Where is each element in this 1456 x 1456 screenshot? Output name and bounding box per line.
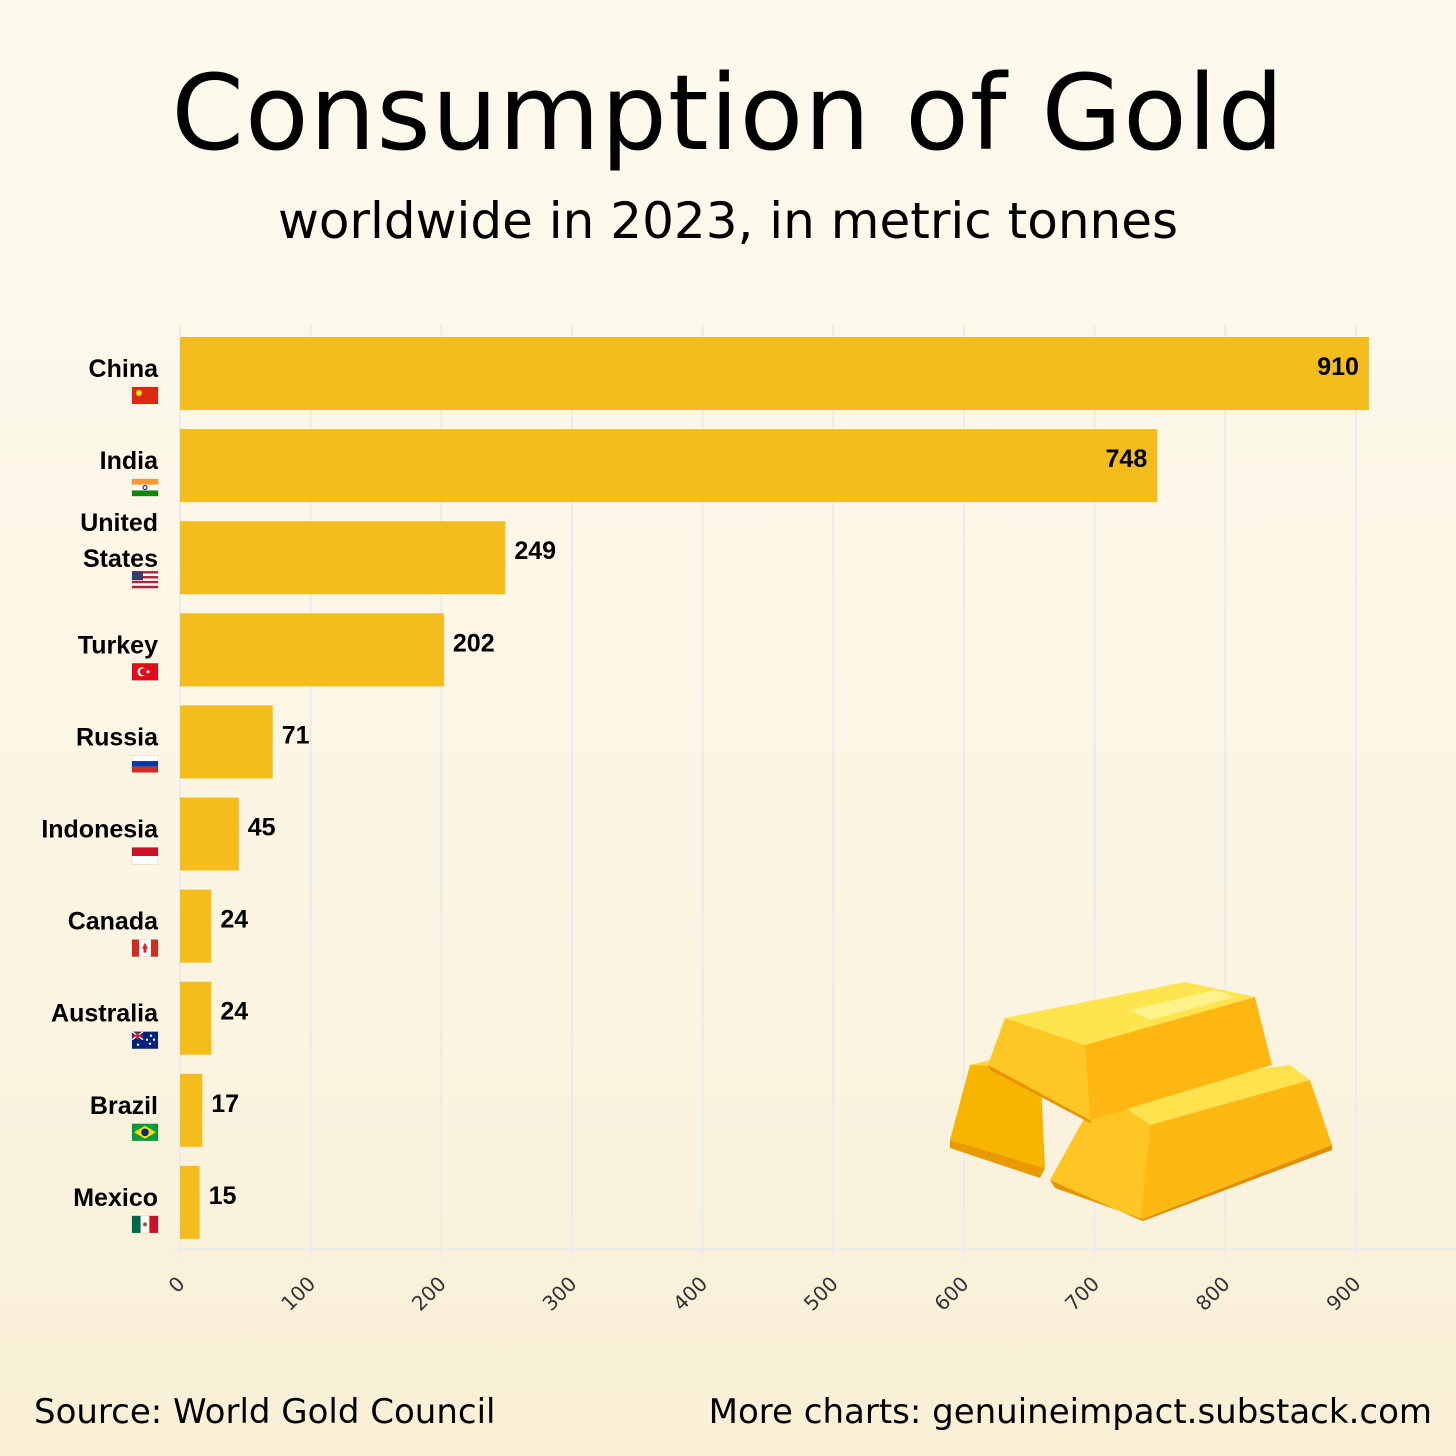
bar	[180, 429, 1158, 503]
x-tick-label: 100	[276, 1272, 320, 1316]
category-label: Turkey	[78, 631, 158, 659]
category-label: States	[83, 545, 158, 573]
bar	[180, 705, 273, 779]
bar	[180, 889, 212, 963]
bar	[180, 797, 239, 871]
flag-india-icon	[131, 478, 159, 497]
value-label: 249	[514, 537, 556, 565]
value-label: 910	[1317, 353, 1359, 381]
category-label: Brazil	[90, 1092, 158, 1120]
category-label: Mexico	[73, 1184, 158, 1212]
flag-canada-icon	[131, 939, 159, 957]
value-label: 71	[282, 721, 310, 749]
value-label: 17	[211, 1090, 239, 1118]
x-tick-label: 800	[1191, 1272, 1235, 1316]
category-label: India	[100, 447, 159, 475]
value-labels: 910 748 249 202 71 45 24 24 17 15	[209, 353, 1359, 1210]
x-tick-label: 200	[407, 1272, 451, 1316]
bar	[180, 521, 506, 595]
gold-bars-icon	[950, 982, 1332, 1221]
chart-subtitle: worldwide in 2023, in metric tonnes	[277, 192, 1179, 250]
flag-australia-icon	[131, 1031, 159, 1050]
value-label: 24	[220, 998, 248, 1026]
value-label: 748	[1106, 445, 1148, 473]
value-label: 45	[248, 814, 276, 842]
x-tick-label: 600	[929, 1272, 973, 1316]
x-tick-label: 300	[538, 1272, 582, 1316]
category-label: United	[80, 509, 158, 537]
bars	[180, 337, 1369, 1239]
bar	[180, 1073, 203, 1147]
value-label: 24	[220, 906, 248, 934]
category-label: Canada	[68, 908, 159, 936]
value-label: 202	[453, 629, 495, 657]
bar	[180, 1165, 200, 1239]
x-tick-label: 700	[1060, 1272, 1104, 1316]
x-tick-label: 900	[1321, 1272, 1365, 1316]
source-note: Source: World Gold Council	[34, 1392, 496, 1432]
category-labels: China India United States Turkey Russia Indone…	[41, 355, 160, 1234]
chart-title: Consumption of Gold	[171, 52, 1285, 174]
bar-chart: China India United States Turkey Russia Indone…	[41, 325, 1456, 1316]
flag-indonesia-icon	[131, 847, 159, 865]
more-charts-link[interactable]: More charts: genuineimpact.substack.com	[708, 1392, 1432, 1432]
flag-russia-icon	[131, 755, 159, 773]
x-axis-ticks: 0 100 200 300 400 500 600 700 800 900	[164, 1272, 1366, 1316]
x-tick-label: 0	[164, 1272, 190, 1298]
flag-mexico-icon	[131, 1215, 159, 1234]
flag-turkey-icon	[131, 662, 159, 681]
flag-china-icon	[131, 386, 159, 405]
bar	[180, 337, 1369, 410]
category-label: Russia	[76, 723, 159, 751]
category-label: Indonesia	[41, 816, 159, 844]
x-tick-label: 400	[668, 1272, 712, 1316]
value-label: 15	[209, 1182, 237, 1210]
x-tick-label: 500	[799, 1272, 843, 1316]
category-label: China	[89, 355, 160, 383]
flag-usa-icon	[131, 570, 159, 589]
category-label: Australia	[51, 1000, 159, 1028]
bar	[180, 613, 444, 687]
bar	[180, 981, 212, 1055]
flag-brazil-icon	[131, 1123, 159, 1142]
